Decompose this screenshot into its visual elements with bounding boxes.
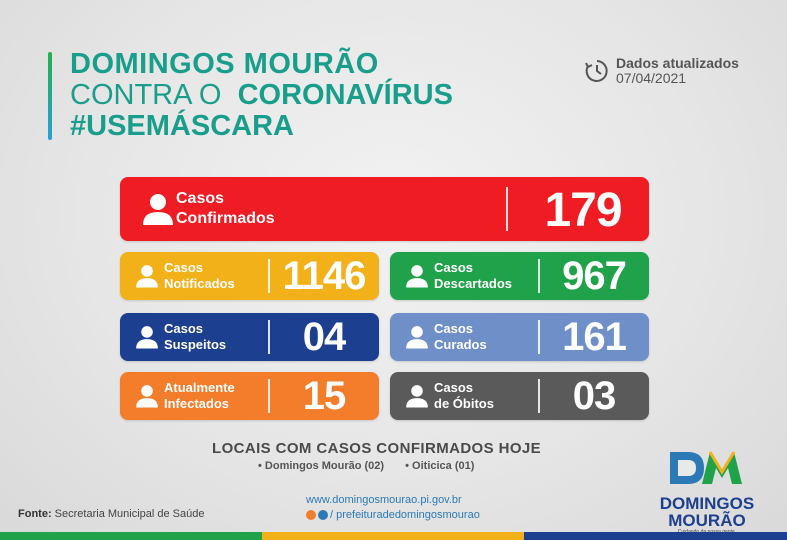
card-separator <box>268 320 270 354</box>
card-label: Casos Descartados <box>434 260 513 292</box>
card-confirmados: Casos Confirmados 179 <box>120 177 649 241</box>
locais-item: • Domingos Mourão (02) <box>258 460 385 472</box>
locais-heading: LOCAIS COM CASOS CONFIRMADOS HOJE <box>212 440 542 457</box>
card-separator <box>506 187 508 231</box>
dm-logo-mark <box>670 451 742 484</box>
card-infectados: Atualmente Infectados 15 <box>120 372 379 420</box>
card-label: Casos Suspeitos <box>164 321 227 353</box>
card-label: Atualmente Infectados <box>164 380 235 412</box>
source-note: Fonte: Secretaria Municipal de Saúde <box>18 508 205 520</box>
person-icon <box>136 385 158 408</box>
logo-name-1: DOMINGOS <box>659 494 755 513</box>
card-separator <box>268 259 270 293</box>
title-line-1: DOMINGOS MOURÃO <box>70 48 379 80</box>
card-value: 1146 <box>282 254 367 298</box>
card-curados: Casos Curados 161 <box>390 313 649 361</box>
card-label: Casos Curados <box>434 321 487 353</box>
card-separator <box>538 379 540 413</box>
title-line-2b: CORONAVÍRUS <box>237 79 453 111</box>
person-icon <box>406 265 428 288</box>
card-separator <box>538 259 540 293</box>
card-value: 03 <box>572 374 617 418</box>
person-icon <box>406 326 428 349</box>
person-icon <box>136 265 158 288</box>
card-separator <box>538 320 540 354</box>
title-line-2a: CONTRA O <box>70 79 222 111</box>
title-line-2: CONTRA O CORONAVÍRUS <box>70 81 453 110</box>
update-info: Dados atualizados 07/04/2021 <box>584 55 739 87</box>
locais-list: • Domingos Mourão (02) • Oiticica (01) <box>258 460 492 472</box>
card-notificados: Casos Notificados 1146 <box>120 252 379 300</box>
person-icon <box>136 326 158 349</box>
facebook-icon <box>306 510 316 520</box>
clock-icon <box>585 60 608 83</box>
footer-stripe-green <box>0 532 262 540</box>
locais-item: • Oiticica (01) <box>405 460 475 472</box>
page-title: DOMINGOS MOURÃO CONTRA O CORONAVÍRUS #US… <box>70 50 453 141</box>
logo-name-2: MOURÃO <box>668 511 746 530</box>
card-value: 161 <box>562 315 627 359</box>
instagram-icon <box>318 510 328 520</box>
card-value: 15 <box>302 374 347 418</box>
person-icon <box>406 385 428 408</box>
card-label: Casos Confirmados <box>176 190 275 227</box>
person-icon <box>143 194 173 225</box>
social-handle[interactable]: / prefeituradedomingosmourao <box>306 509 480 521</box>
card-suspeitos: Casos Suspeitos 04 <box>120 313 379 361</box>
footer-stripe-blue <box>524 532 787 540</box>
card-descartados: Casos Descartados 967 <box>390 252 649 300</box>
logo: DOMINGOS MOURÃO Cuidando da nossa gente. <box>648 448 766 535</box>
title-line-3: #USEMÁSCARA <box>70 110 294 142</box>
website-link[interactable]: www.domingosmourao.pi.gov.br <box>306 494 462 506</box>
card-separator <box>268 379 270 413</box>
footer-stripe-yellow <box>262 532 524 540</box>
card-label: Casos de Óbitos <box>434 380 494 412</box>
update-label: Dados atualizados <box>616 55 739 71</box>
title-accent-bar <box>48 52 52 140</box>
card-obitos: Casos de Óbitos 03 <box>390 372 649 420</box>
card-value: 04 <box>302 315 347 359</box>
card-value: 967 <box>562 254 627 298</box>
card-value: 179 <box>544 184 622 237</box>
update-date: 07/04/2021 <box>616 70 687 87</box>
card-label: Casos Notificados <box>164 260 235 292</box>
